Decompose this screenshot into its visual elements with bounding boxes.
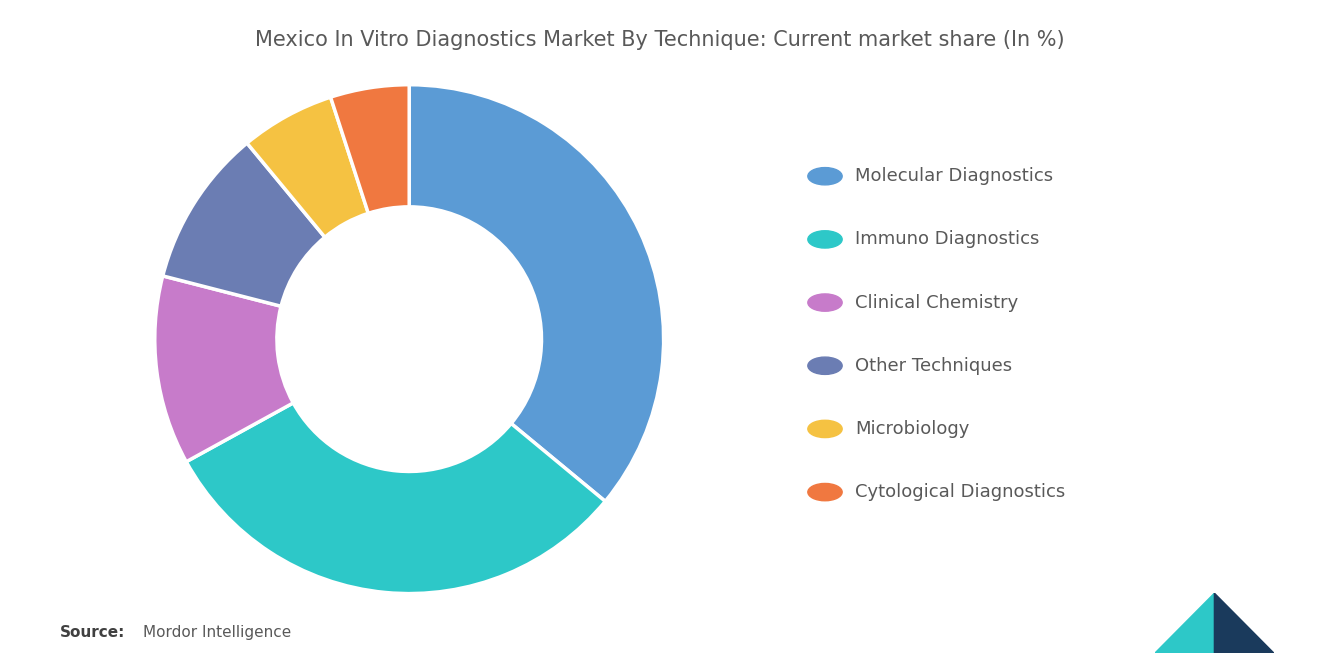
Text: Mexico In Vitro Diagnostics Market By Technique: Current market share (In %): Mexico In Vitro Diagnostics Market By Te… (255, 30, 1065, 50)
Text: Microbiology: Microbiology (855, 420, 970, 438)
Text: Clinical Chemistry: Clinical Chemistry (855, 293, 1019, 312)
Wedge shape (409, 84, 664, 501)
Wedge shape (330, 84, 409, 213)
Wedge shape (247, 97, 368, 237)
Text: Mordor Intelligence: Mordor Intelligence (143, 624, 290, 640)
Wedge shape (186, 403, 606, 594)
Text: Molecular Diagnostics: Molecular Diagnostics (855, 167, 1053, 186)
Wedge shape (154, 276, 293, 462)
Text: Source:: Source: (59, 624, 125, 640)
Text: Cytological Diagnostics: Cytological Diagnostics (855, 483, 1065, 501)
Text: Other Techniques: Other Techniques (855, 356, 1012, 375)
Text: Immuno Diagnostics: Immuno Diagnostics (855, 230, 1040, 249)
Wedge shape (162, 143, 325, 307)
Polygon shape (1155, 593, 1214, 653)
Polygon shape (1214, 593, 1274, 653)
